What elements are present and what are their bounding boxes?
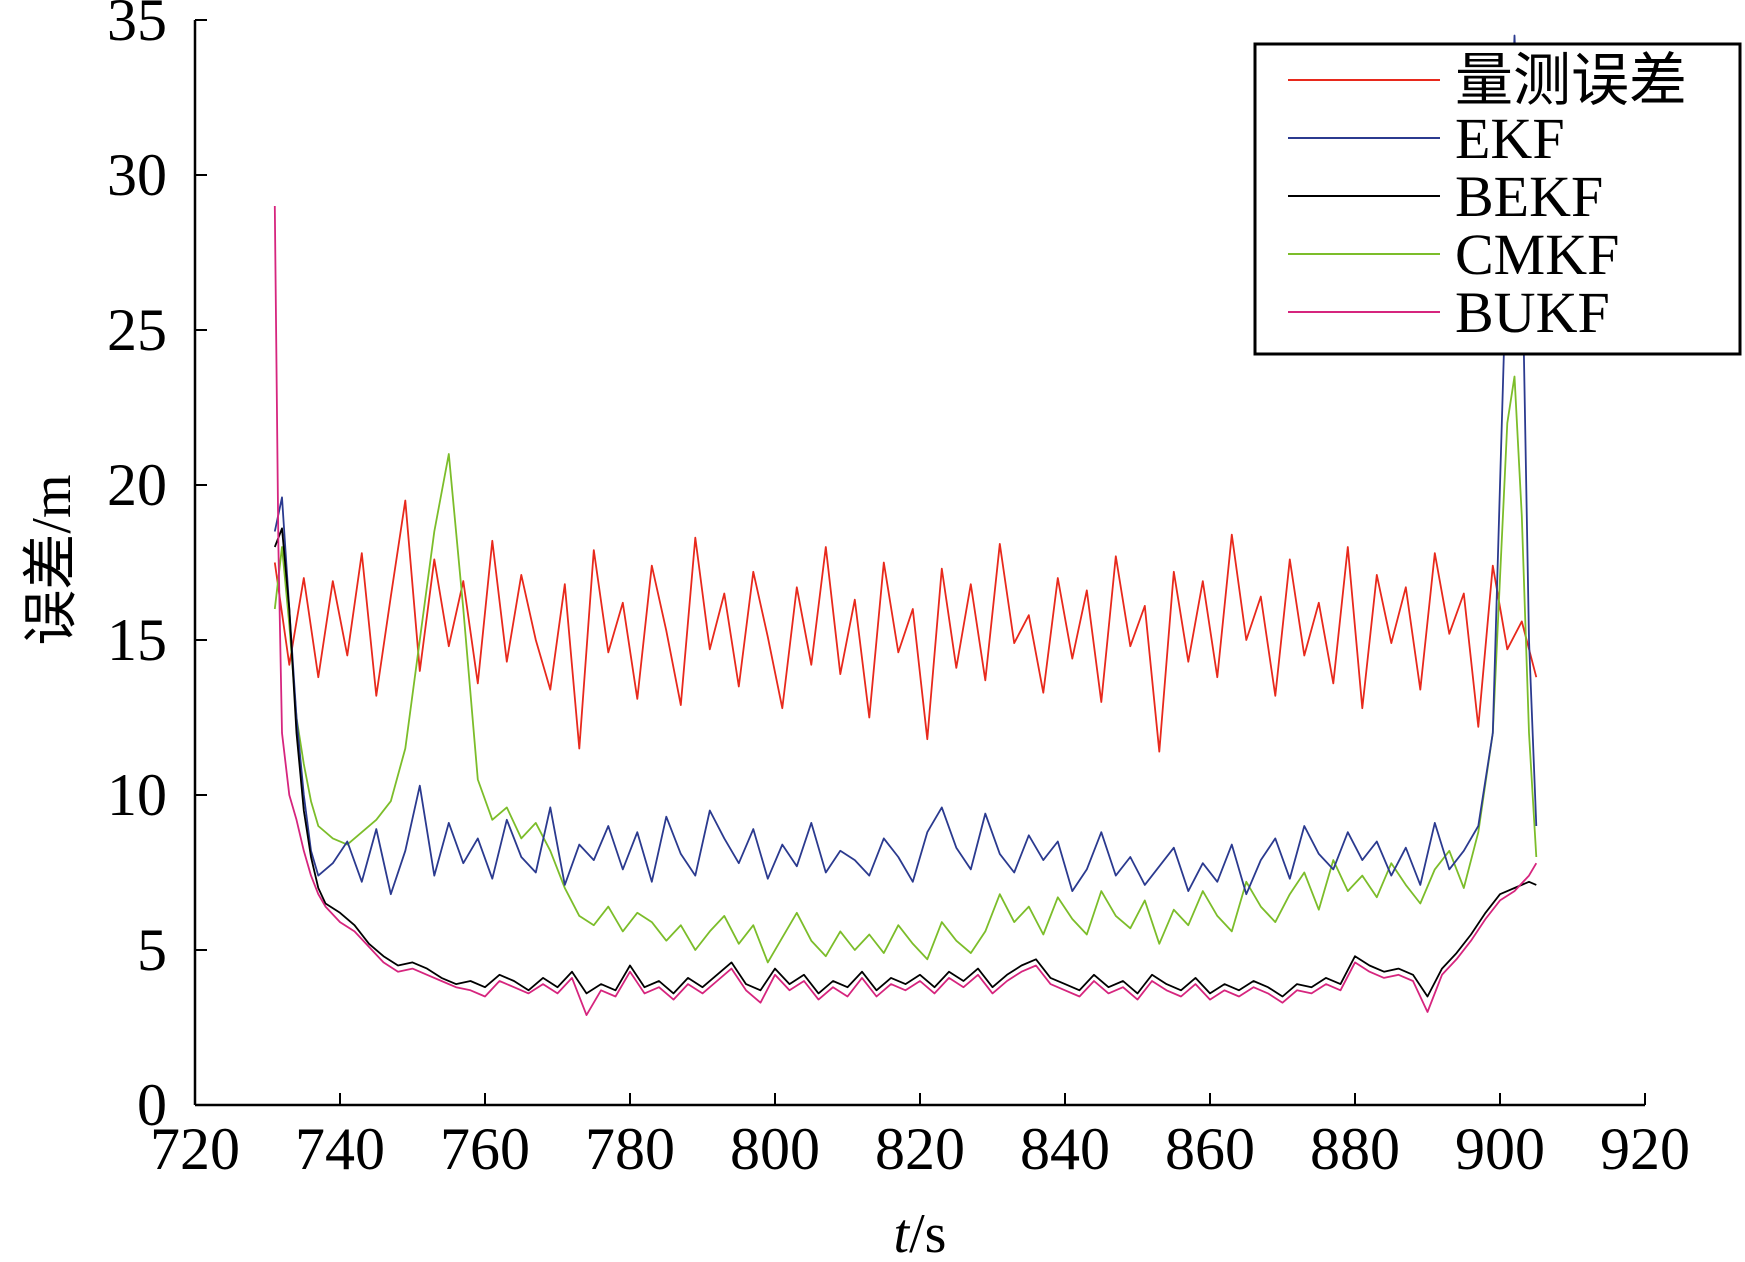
x-tick-label: 840	[1020, 1116, 1110, 1182]
y-tick-label: 35	[107, 0, 167, 53]
x-tick-label: 800	[730, 1116, 820, 1182]
series-line-2	[273, 34, 1538, 896]
series-layer	[273, 34, 1538, 1016]
x-tick-label: 740	[295, 1116, 385, 1182]
x-tick-label: 820	[875, 1116, 965, 1182]
x-tick-label: 860	[1165, 1116, 1255, 1182]
legend-label: EKF	[1455, 106, 1565, 171]
series-line-3	[273, 527, 1537, 998]
x-tick-label: 900	[1455, 1116, 1545, 1182]
y-ticks: 0 5 10 15 20 25 30 35	[107, 0, 207, 1138]
x-axis-title-unit: /s	[909, 1203, 946, 1262]
x-tick-label: 920	[1600, 1116, 1690, 1182]
x-tick-label: 780	[585, 1116, 675, 1182]
legend-box	[1253, 42, 1742, 356]
x-tick-label: 880	[1310, 1116, 1400, 1182]
series-line-1	[273, 499, 1538, 753]
y-tick-label: 30	[107, 142, 167, 208]
series-line-5	[273, 205, 1538, 1016]
y-tick-label: 15	[107, 607, 167, 673]
legend-label: BUKF	[1455, 280, 1610, 345]
x-ticks: 720 740 760 780 800 820 840 860 880 900 920	[150, 1093, 1690, 1182]
legend-label: CMKF	[1455, 222, 1619, 287]
y-tick-label: 5	[137, 917, 167, 983]
legend-label: BEKF	[1455, 164, 1603, 229]
x-axis-title: t/s	[894, 1203, 947, 1262]
y-tick-label: 10	[107, 762, 167, 828]
y-tick-label: 20	[107, 452, 167, 518]
series-line-4	[273, 375, 1538, 964]
y-tick-label: 0	[137, 1072, 167, 1138]
x-tick-label: 720	[150, 1116, 240, 1182]
legend-label: 量测误差	[1455, 48, 1687, 113]
x-axis-title-var: t	[894, 1203, 911, 1262]
y-axis-title: 误差/m	[21, 474, 83, 645]
y-tick-label: 25	[107, 297, 167, 363]
x-tick-label: 760	[440, 1116, 530, 1182]
